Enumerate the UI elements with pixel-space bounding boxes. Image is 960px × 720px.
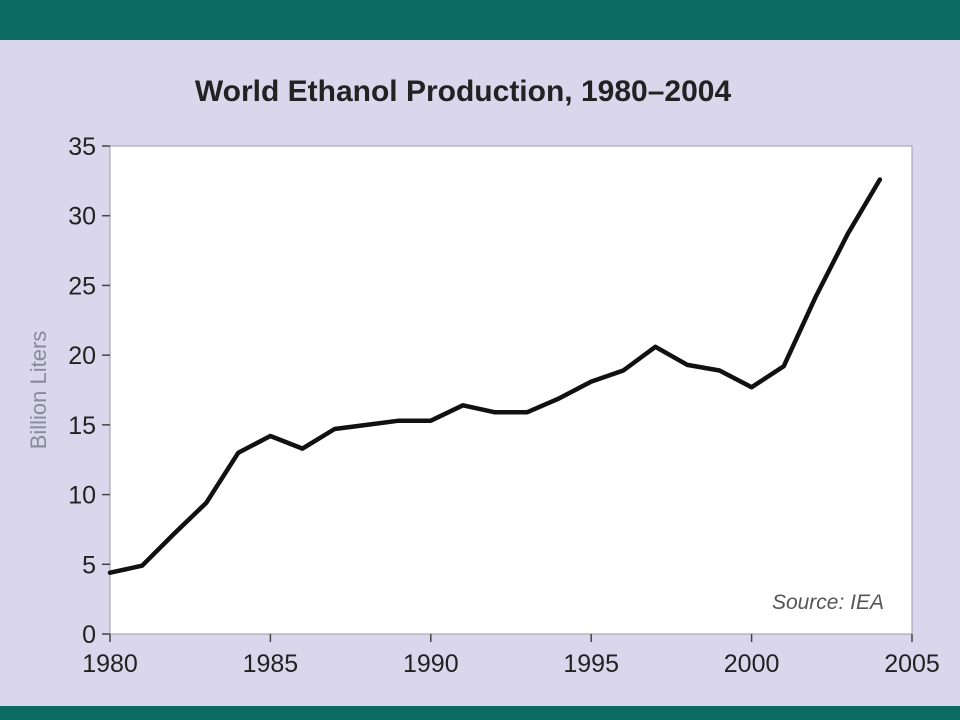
y-tick-label: 5 <box>82 551 96 579</box>
chart-title: World Ethanol Production, 1980–2004 <box>195 75 732 108</box>
data-points <box>109 179 881 573</box>
y-tick-label: 0 <box>82 621 96 649</box>
y-tick-label: 15 <box>68 412 96 440</box>
source-annotation: Source: IEA <box>772 591 884 614</box>
x-tick-label: 2005 <box>884 650 940 678</box>
x-tick-label: 1985 <box>243 650 299 678</box>
x-tick-label: 1980 <box>82 650 138 678</box>
y-axis: 0 5 10 15 20 25 30 35 <box>68 133 110 649</box>
x-axis: 1980 1985 1990 1995 2000 2005 <box>82 634 940 678</box>
x-tick-label: 1990 <box>403 650 459 678</box>
y-tick-label: 20 <box>68 342 96 370</box>
x-tick-label: 1995 <box>563 650 619 678</box>
top-banner <box>0 0 960 40</box>
y-axis-label: Billion Liters <box>26 331 51 450</box>
bottom-banner <box>0 706 960 720</box>
y-tick-label: 35 <box>68 133 96 161</box>
y-tick-label: 25 <box>68 272 96 300</box>
x-tick-label: 2000 <box>724 650 780 678</box>
y-tick-label: 30 <box>68 203 96 231</box>
plot-area <box>109 145 913 635</box>
y-tick-label: 10 <box>68 482 96 510</box>
